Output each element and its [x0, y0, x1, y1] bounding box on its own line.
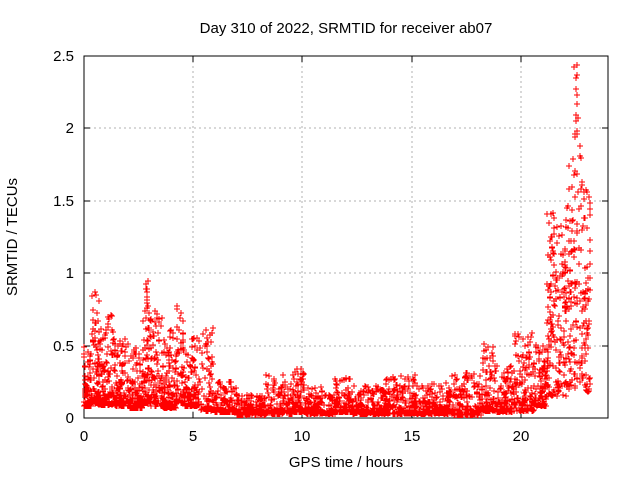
- y-tick-label: 0.5: [53, 338, 74, 355]
- y-tick-label: 0: [66, 410, 74, 427]
- y-tick-label: 2.5: [53, 48, 74, 65]
- y-tick-label: 1: [66, 265, 74, 282]
- chart-title: Day 310 of 2022, SRMTID for receiver ab0…: [200, 20, 493, 37]
- x-tick-label: 0: [80, 428, 88, 445]
- x-tick-label: 5: [189, 428, 197, 445]
- grid-lines: [84, 56, 608, 418]
- x-tick-label: 20: [513, 428, 530, 445]
- plot-border: [83, 55, 609, 419]
- y-tick-label: 2: [66, 120, 74, 137]
- y-tick-label: 1.5: [53, 193, 74, 210]
- y-axis-label: SRMTID / TECUs: [4, 178, 21, 296]
- x-tick-label: 10: [294, 428, 311, 445]
- grid-line-path: [84, 56, 608, 418]
- x-tick-label: 15: [404, 428, 421, 445]
- x-axis-label: GPS time / hours: [289, 454, 403, 471]
- tick-labels: 0 5 10 15 20 0 0.5 1 1.5 2 2.5: [53, 48, 529, 445]
- scatter-points: [81, 62, 593, 418]
